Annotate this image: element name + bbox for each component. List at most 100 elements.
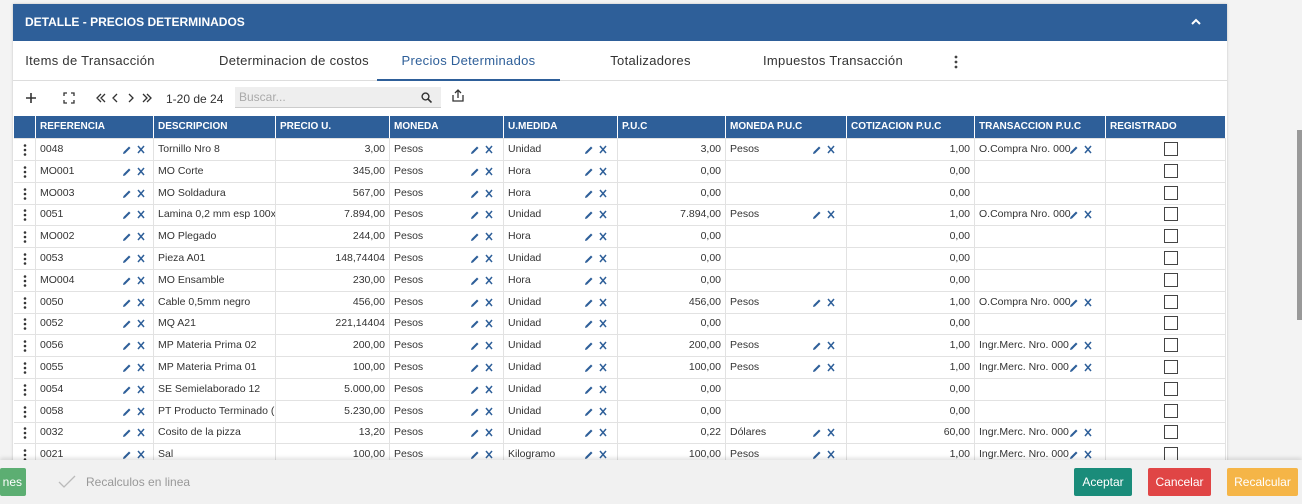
- edit-clear-icons[interactable]: [812, 363, 836, 373]
- search-icon[interactable]: [421, 92, 432, 103]
- edit-clear-icons[interactable]: [122, 407, 146, 417]
- tab[interactable]: Items de Transacción: [25, 53, 155, 68]
- edit-clear-icons[interactable]: [584, 210, 608, 220]
- edit-clear-icons[interactable]: [470, 145, 494, 155]
- edit-clear-icons[interactable]: [470, 319, 494, 329]
- edit-clear-icons[interactable]: [584, 232, 608, 242]
- edit-clear-icons[interactable]: [122, 210, 146, 220]
- edit-clear-icons[interactable]: [470, 428, 494, 438]
- checkbox[interactable]: [1164, 360, 1178, 374]
- edit-clear-icons[interactable]: [470, 232, 494, 242]
- scrollbar[interactable]: [1297, 130, 1302, 320]
- kebab-icon[interactable]: [23, 362, 27, 374]
- row-menu[interactable]: [14, 313, 36, 335]
- edit-clear-icons[interactable]: [122, 450, 146, 460]
- kebab-icon[interactable]: [23, 253, 27, 265]
- pager-icons[interactable]: [96, 93, 156, 103]
- checkbox[interactable]: [1164, 251, 1178, 265]
- row-menu[interactable]: [14, 160, 36, 182]
- kebab-icon[interactable]: [23, 144, 27, 156]
- row-menu[interactable]: [14, 182, 36, 204]
- footer-button[interactable]: Aceptar: [1074, 468, 1132, 496]
- edit-clear-icons[interactable]: [122, 189, 146, 199]
- export-icon[interactable]: [452, 89, 464, 102]
- row-menu[interactable]: [14, 291, 36, 313]
- edit-clear-icons[interactable]: [584, 254, 608, 264]
- checkbox[interactable]: [1164, 272, 1178, 287]
- tab[interactable]: Precios Determinados: [377, 41, 560, 81]
- edit-clear-icons[interactable]: [584, 428, 608, 438]
- expand-icon[interactable]: [63, 92, 75, 104]
- edit-clear-icons[interactable]: [812, 341, 836, 351]
- panel-header[interactable]: DETALLE - PRECIOS DETERMINADOS: [13, 4, 1227, 41]
- row-menu[interactable]: [14, 204, 36, 226]
- edit-clear-icons[interactable]: [1069, 145, 1093, 155]
- search-input[interactable]: Buscar...: [235, 87, 441, 108]
- edit-clear-icons[interactable]: [584, 450, 608, 460]
- row-menu[interactable]: [14, 269, 36, 291]
- checkbox[interactable]: [1164, 207, 1178, 222]
- row-menu[interactable]: [14, 139, 36, 160]
- footer-button[interactable]: Recalcular: [1227, 468, 1298, 496]
- edit-clear-icons[interactable]: [470, 363, 494, 373]
- edit-clear-icons[interactable]: [470, 450, 494, 460]
- kebab-icon[interactable]: [23, 383, 27, 396]
- checkbox[interactable]: [1164, 447, 1178, 460]
- edit-clear-icons[interactable]: [470, 341, 494, 351]
- checkbox[interactable]: [1164, 316, 1178, 331]
- edit-clear-icons[interactable]: [1069, 341, 1093, 351]
- edit-clear-icons[interactable]: [122, 167, 146, 177]
- kebab-icon[interactable]: [23, 340, 27, 352]
- edit-clear-icons[interactable]: [812, 450, 836, 460]
- edit-clear-icons[interactable]: [122, 319, 146, 329]
- checkbox[interactable]: [1164, 185, 1178, 200]
- edit-clear-icons[interactable]: [470, 189, 494, 199]
- checkbox[interactable]: [1164, 142, 1178, 156]
- edit-clear-icons[interactable]: [584, 167, 608, 177]
- row-menu[interactable]: [14, 444, 36, 460]
- edit-clear-icons[interactable]: [1069, 428, 1093, 438]
- kebab-icon[interactable]: [23, 209, 27, 222]
- footer-button[interactable]: Cancelar: [1148, 468, 1211, 496]
- more-tabs[interactable]: [953, 55, 959, 69]
- edit-clear-icons[interactable]: [122, 298, 146, 308]
- edit-clear-icons[interactable]: [812, 298, 836, 308]
- edit-clear-icons[interactable]: [122, 232, 146, 242]
- edit-clear-icons[interactable]: [584, 145, 608, 155]
- collapse-icon[interactable]: [1191, 18, 1201, 26]
- tab[interactable]: Totalizadores: [610, 53, 691, 68]
- check-icon[interactable]: [58, 475, 76, 489]
- edit-clear-icons[interactable]: [584, 385, 608, 395]
- edit-clear-icons[interactable]: [584, 341, 608, 351]
- edit-clear-icons[interactable]: [584, 276, 608, 286]
- kebab-icon[interactable]: [23, 187, 27, 200]
- kebab-icon[interactable]: [23, 165, 27, 178]
- edit-clear-icons[interactable]: [470, 298, 494, 308]
- kebab-icon[interactable]: [23, 231, 27, 243]
- edit-clear-icons[interactable]: [584, 319, 608, 329]
- edit-clear-icons[interactable]: [584, 189, 608, 199]
- kebab-icon[interactable]: [23, 274, 27, 287]
- edit-clear-icons[interactable]: [470, 210, 494, 220]
- checkbox[interactable]: [1164, 338, 1178, 353]
- edit-clear-icons[interactable]: [122, 276, 146, 286]
- edit-clear-icons[interactable]: [470, 167, 494, 177]
- kebab-icon[interactable]: [23, 318, 27, 331]
- edit-clear-icons[interactable]: [122, 428, 146, 438]
- kebab-icon[interactable]: [23, 405, 27, 418]
- checkbox[interactable]: [1164, 403, 1178, 418]
- edit-clear-icons[interactable]: [812, 210, 836, 220]
- edit-clear-icons[interactable]: [122, 363, 146, 373]
- checkbox[interactable]: [1164, 229, 1178, 244]
- checkbox[interactable]: [1164, 381, 1178, 396]
- edit-clear-icons[interactable]: [122, 254, 146, 264]
- add-icon[interactable]: [25, 92, 37, 104]
- edit-clear-icons[interactable]: [1069, 363, 1093, 373]
- row-menu[interactable]: [14, 422, 36, 444]
- edit-clear-icons[interactable]: [470, 385, 494, 395]
- tab[interactable]: Determinacion de costos: [219, 53, 369, 68]
- row-menu[interactable]: [14, 335, 36, 357]
- recalc-toggle[interactable]: Recalculos en linea: [86, 475, 191, 489]
- edit-clear-icons[interactable]: [584, 298, 608, 308]
- edit-clear-icons[interactable]: [584, 363, 608, 373]
